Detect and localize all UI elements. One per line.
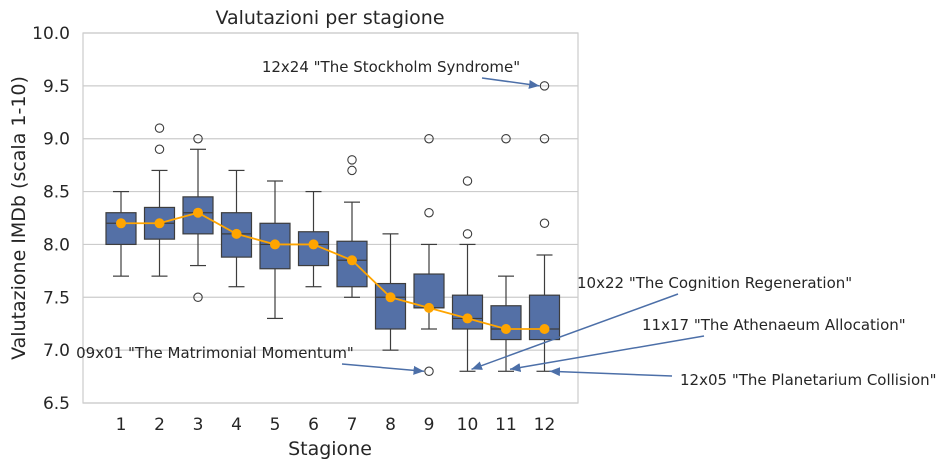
x-tick-label: 10: [457, 415, 479, 435]
y-tick-label: 10.0: [32, 24, 70, 44]
chart-title: Valutazioni per stagione: [215, 7, 444, 29]
annotation-label: 10x22 "The Cognition Regeneration": [577, 274, 852, 292]
box-body: [451, 294, 484, 330]
outlier-point: [424, 133, 434, 144]
annotation-arrow: [509, 335, 705, 372]
outlier-point: [154, 144, 165, 155]
box-season-6: [297, 190, 330, 288]
box-season-2: [143, 123, 176, 277]
plot-area: [105, 81, 561, 377]
y-tick-label: 6.5: [43, 394, 70, 414]
box-season-10: [451, 176, 484, 372]
annotation-label: 09x01 "The Matrimonial Momentum": [76, 344, 354, 362]
median-trend-line: [116, 207, 550, 334]
outlier-point: [539, 133, 550, 144]
box-season-8: [374, 233, 407, 351]
box-season-9: [413, 133, 445, 377]
x-tick-label: 11: [495, 415, 517, 435]
y-tick-label: 7.0: [43, 341, 70, 361]
x-tick-labels: 1 2 3 4 5 6 7 8 9 10 11 12: [116, 415, 556, 435]
y-tick-labels: 6.5 7.0 7.5 8.0 8.5 9.0 9.5 10.0: [32, 24, 70, 414]
median-point: [308, 239, 319, 250]
median-point: [385, 292, 396, 303]
median-point: [539, 324, 550, 334]
outlier-point: [424, 207, 434, 218]
annotation-arrow: [481, 77, 540, 89]
annotation-arrow: [471, 293, 679, 370]
x-tick-label: 4: [231, 415, 242, 435]
x-tick-label: 8: [385, 415, 396, 435]
x-tick-label: 1: [116, 415, 127, 435]
annotation-label: 12x24 "The Stockholm Syndrome": [262, 58, 520, 76]
outlier-point: [501, 133, 511, 144]
x-tick-label: 3: [193, 415, 204, 435]
y-tick-label: 9.0: [43, 130, 70, 150]
outlier-point: [193, 133, 203, 144]
box-season-11: [490, 133, 522, 372]
box-season-1: [105, 190, 137, 277]
median-point: [270, 239, 280, 250]
outlier-point: [347, 155, 357, 165]
annotation-arrow: [341, 363, 425, 375]
median-point: [193, 207, 203, 218]
median-point: [116, 218, 126, 229]
median-point: [501, 324, 511, 334]
outlier-point: [539, 81, 550, 91]
box-body: [490, 305, 522, 341]
grid-lines: [83, 32, 578, 404]
median-line-path: [121, 211, 545, 330]
x-tick-label: 7: [347, 415, 358, 435]
x-axis-label: Stagione: [288, 438, 372, 460]
y-tick-label: 7.5: [43, 288, 70, 308]
y-tick-label: 9.5: [43, 77, 70, 97]
y-tick-label: 8.5: [43, 183, 70, 203]
median-point: [347, 255, 357, 266]
plot-frame: [82, 32, 579, 404]
median-point: [231, 228, 242, 239]
median-point: [462, 313, 473, 324]
x-tick-label: 2: [154, 415, 165, 435]
annotations: 12x24 "The Stockholm Syndrome" 10x22 "The…: [76, 58, 936, 389]
outlier-point: [462, 176, 473, 186]
annotation-label: 11x17 "The Athenaeum Allocation": [642, 316, 906, 334]
outlier-point: [424, 366, 434, 377]
outlier-point: [154, 123, 165, 133]
box-body: [105, 212, 137, 246]
median-point: [154, 218, 165, 229]
outlier-point: [347, 165, 357, 176]
outlier-point: [539, 218, 550, 229]
box-season-7: [336, 155, 368, 298]
y-tick-label: 8.0: [43, 235, 70, 255]
outlier-point: [462, 229, 473, 239]
box-body: [374, 282, 407, 330]
x-tick-label: 6: [308, 415, 319, 435]
outlier-point: [193, 292, 203, 303]
box-body: [413, 273, 445, 309]
x-tick-label: 5: [270, 415, 281, 435]
x-tick-label: 9: [424, 415, 435, 435]
x-tick-label: 12: [534, 415, 556, 435]
annotation-label: 12x05 "The Planetarium Collision": [680, 371, 937, 389]
annotation-arrow: [549, 367, 673, 377]
median-point: [424, 302, 434, 313]
y-axis-label: Valutazione IMDb (scala 1-10): [8, 76, 30, 360]
